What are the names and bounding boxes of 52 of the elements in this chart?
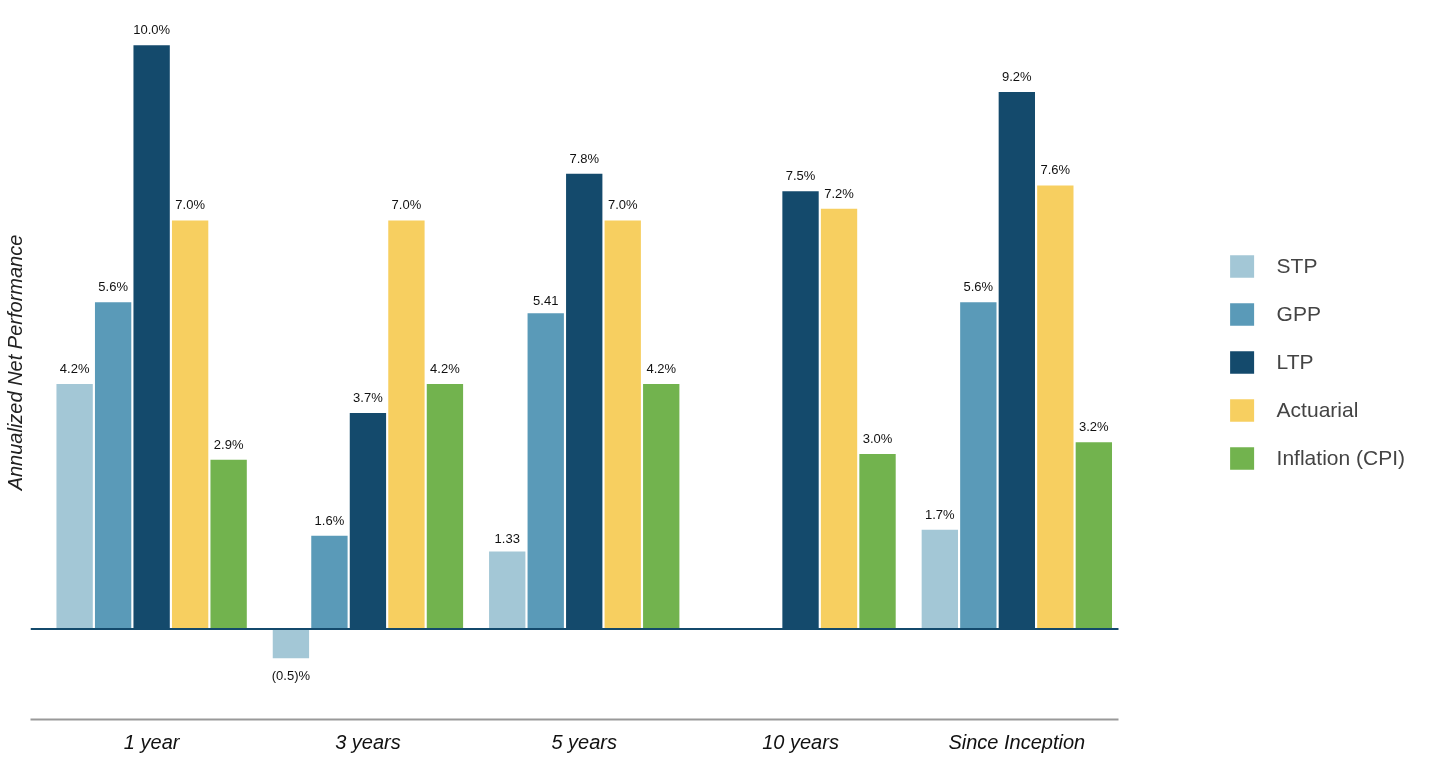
bar: [960, 302, 997, 630]
bar: [820, 208, 858, 630]
bar: [643, 383, 680, 630]
bar: [210, 459, 247, 630]
data-label: 2.9%: [213, 436, 244, 452]
legend-label: GPP: [1276, 302, 1321, 326]
bar: [94, 302, 132, 630]
x-tick-label: 5 years: [551, 730, 618, 753]
bar: [921, 529, 958, 630]
data-label: 4.2%: [646, 360, 677, 376]
bar: [311, 535, 348, 630]
data-label: 7.0%: [175, 197, 206, 213]
y-axis-title: Annualized Net Performance: [3, 234, 26, 492]
data-label: 7.5%: [785, 168, 816, 184]
data-label: 1.33: [494, 531, 520, 547]
bar: [527, 313, 564, 630]
x-tick-label: Since Inception: [948, 730, 1086, 753]
data-label: 7.6%: [1040, 162, 1071, 178]
data-label: 5.41: [533, 293, 559, 309]
legend-label: STP: [1276, 254, 1318, 278]
legend-label: Inflation (CPI): [1276, 446, 1405, 470]
data-label: 4.2%: [59, 360, 90, 376]
data-label: 10.0%: [133, 22, 171, 38]
data-label: 7.0%: [607, 197, 638, 213]
x-tick-label: 1 year: [123, 730, 181, 753]
x-tick-label: 3 years: [335, 730, 401, 753]
data-label: 4.2%: [430, 360, 461, 376]
data-label: 3.7%: [353, 390, 384, 406]
data-label: (0.5)%: [271, 668, 311, 684]
x-tick-label: 10 years: [762, 730, 839, 753]
bar: [604, 220, 641, 630]
legend-label: LTP: [1276, 350, 1314, 374]
data-label: 7.8%: [569, 150, 600, 166]
bar: [1075, 442, 1112, 630]
data-label: 5.6%: [963, 279, 994, 295]
bar: [859, 453, 896, 630]
data-label: 3.2%: [1079, 419, 1110, 435]
bar: [272, 629, 310, 659]
data-label: 1.7%: [925, 506, 956, 522]
data-label: 3.0%: [862, 430, 893, 446]
bar: [426, 383, 464, 630]
bar: [388, 220, 425, 630]
data-label: 5.6%: [98, 279, 129, 295]
bar: [489, 551, 526, 630]
data-label: 1.6%: [314, 512, 345, 528]
bar: [1037, 185, 1074, 630]
legend-label: Actuarial: [1276, 398, 1359, 422]
bar: [56, 383, 93, 630]
data-label: 7.2%: [824, 185, 855, 201]
bar: [171, 220, 209, 630]
data-label: 7.0%: [391, 197, 422, 213]
data-label: 9.2%: [1002, 69, 1033, 85]
